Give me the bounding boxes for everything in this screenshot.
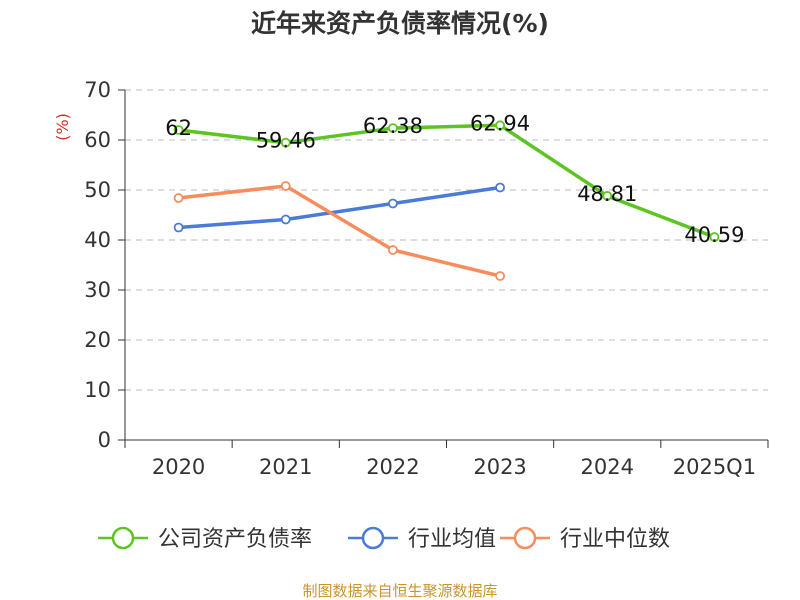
grid-lines <box>125 89 768 391</box>
y-tick-label: 70 <box>84 78 111 102</box>
data-point <box>280 214 291 225</box>
y-tick-label: 60 <box>84 128 111 152</box>
legend: 公司资产负债率 行业均值 行业中位数 <box>98 526 670 552</box>
data-point <box>388 123 398 134</box>
data-label: 62.94 <box>470 111 530 135</box>
y-tick-label: 10 <box>84 378 111 402</box>
legend-label: 行业均值 <box>408 527 496 552</box>
data-point <box>173 125 184 135</box>
y-tick-label: 0 <box>98 428 111 452</box>
source-note: 制图数据来自恒生聚源数据库 <box>302 582 497 600</box>
data-labels: 62 59.46 62.38 62.94 48.81 40.59 <box>165 111 744 247</box>
data-point <box>388 245 398 255</box>
y-tick-label: 40 <box>84 228 111 252</box>
series-group <box>173 120 720 281</box>
x-tick-label: 2022 <box>366 455 419 479</box>
y-tick-label: 20 <box>84 328 111 352</box>
data-label: 48.81 <box>577 182 637 206</box>
axes: 0 10 20 30 40 50 60 70 2020 2021 2022 2023 2024 2025Q… <box>84 78 769 479</box>
legend-swatch-marker <box>513 526 537 550</box>
y-tick-label: 50 <box>84 178 111 202</box>
chart-title: 近年来资产负债率情况(%) <box>251 9 549 38</box>
data-label: 40.59 <box>684 223 744 247</box>
data-point <box>280 137 291 148</box>
data-label: 62 <box>165 116 192 140</box>
data-point <box>173 193 184 203</box>
legend-swatch-marker <box>111 526 135 550</box>
x-tick-label: 2025Q1 <box>673 455 756 479</box>
y-tick-label: 30 <box>84 278 111 302</box>
data-point <box>602 191 613 201</box>
legend-label: 行业中位数 <box>560 527 670 552</box>
data-point <box>709 232 720 242</box>
legend-label: 公司资产负债率 <box>158 527 312 552</box>
data-point <box>280 181 291 191</box>
series-line <box>176 123 717 239</box>
x-tick-label: 2021 <box>259 455 312 479</box>
x-tick-label: 2024 <box>581 455 634 479</box>
data-point <box>173 222 184 233</box>
data-label: 59.46 <box>256 129 316 153</box>
y-axis-unit: (%) <box>53 113 72 141</box>
data-point <box>495 120 505 131</box>
series-line <box>176 185 502 230</box>
series-line <box>176 184 502 278</box>
data-point <box>495 271 505 281</box>
x-tick-label: 2023 <box>473 455 526 479</box>
legend-swatch-marker <box>361 526 385 550</box>
data-point <box>388 198 398 209</box>
data-point <box>495 182 505 193</box>
x-tick-label: 2020 <box>152 455 205 479</box>
data-label: 62.38 <box>363 114 423 138</box>
